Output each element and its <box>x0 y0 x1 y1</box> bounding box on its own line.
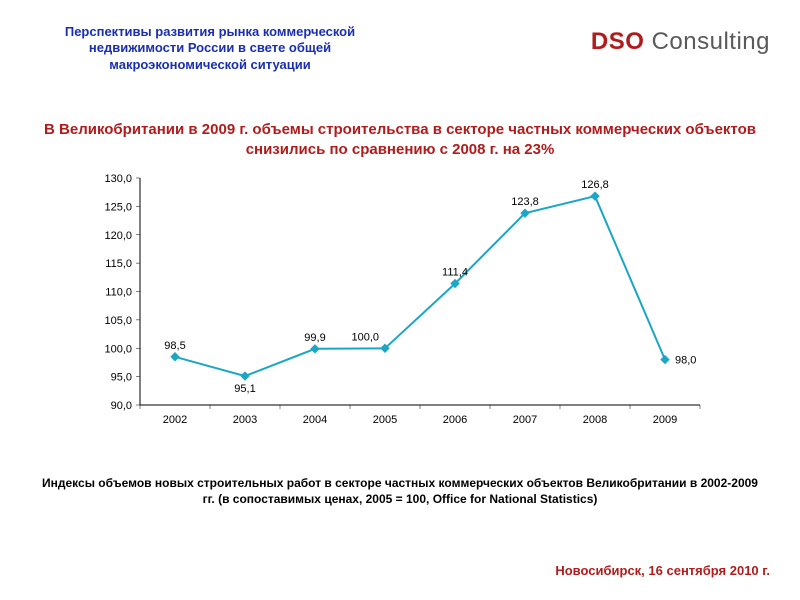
svg-text:95,0: 95,0 <box>111 372 132 384</box>
svg-text:100,0: 100,0 <box>104 343 132 355</box>
svg-text:2008: 2008 <box>583 414 607 426</box>
svg-text:125,0: 125,0 <box>104 201 132 213</box>
svg-text:123,8: 123,8 <box>511 196 539 208</box>
svg-text:2004: 2004 <box>303 414 327 426</box>
svg-text:90,0: 90,0 <box>111 400 132 412</box>
svg-text:120,0: 120,0 <box>104 230 132 242</box>
svg-text:126,8: 126,8 <box>581 179 609 191</box>
svg-text:100,0: 100,0 <box>351 331 379 343</box>
svg-text:115,0: 115,0 <box>105 258 132 270</box>
chart-caption: Индексы объемов новых строительных работ… <box>40 476 760 507</box>
svg-text:2009: 2009 <box>653 414 677 426</box>
header-subtitle: Перспективы развития рынка коммерческой … <box>30 24 390 73</box>
svg-text:98,5: 98,5 <box>164 340 185 352</box>
svg-text:95,1: 95,1 <box>234 383 255 395</box>
svg-text:2007: 2007 <box>513 414 537 426</box>
svg-text:2006: 2006 <box>443 414 467 426</box>
svg-text:2002: 2002 <box>163 414 187 426</box>
brand-prefix: DSO <box>591 28 645 55</box>
svg-text:98,0: 98,0 <box>675 355 696 367</box>
line-chart: 90,0 95,0 100,0 105,0 110,0 115,0 120,0 125,0 13… <box>90 170 710 460</box>
svg-text:111,4: 111,4 <box>442 267 468 279</box>
svg-text:2003: 2003 <box>233 414 257 426</box>
svg-text:110,0: 110,0 <box>105 287 132 299</box>
svg-text:105,0: 105,0 <box>104 315 132 327</box>
footer-text: Новосибирск, 16 сентября 2010 г. <box>555 563 770 578</box>
svg-text:2005: 2005 <box>373 414 397 426</box>
brand-suffix: Consulting <box>644 28 770 55</box>
chart-svg: 90,0 95,0 100,0 105,0 110,0 115,0 120,0 125,0 13… <box>90 170 710 460</box>
page-title: В Великобритании в 2009 г. объемы строит… <box>20 120 780 161</box>
slide: Перспективы развития рынка коммерческой … <box>0 0 800 600</box>
svg-text:130,0: 130,0 <box>104 173 132 185</box>
brand-logo: DSO Consulting <box>591 28 770 56</box>
svg-text:99,9: 99,9 <box>304 332 325 344</box>
